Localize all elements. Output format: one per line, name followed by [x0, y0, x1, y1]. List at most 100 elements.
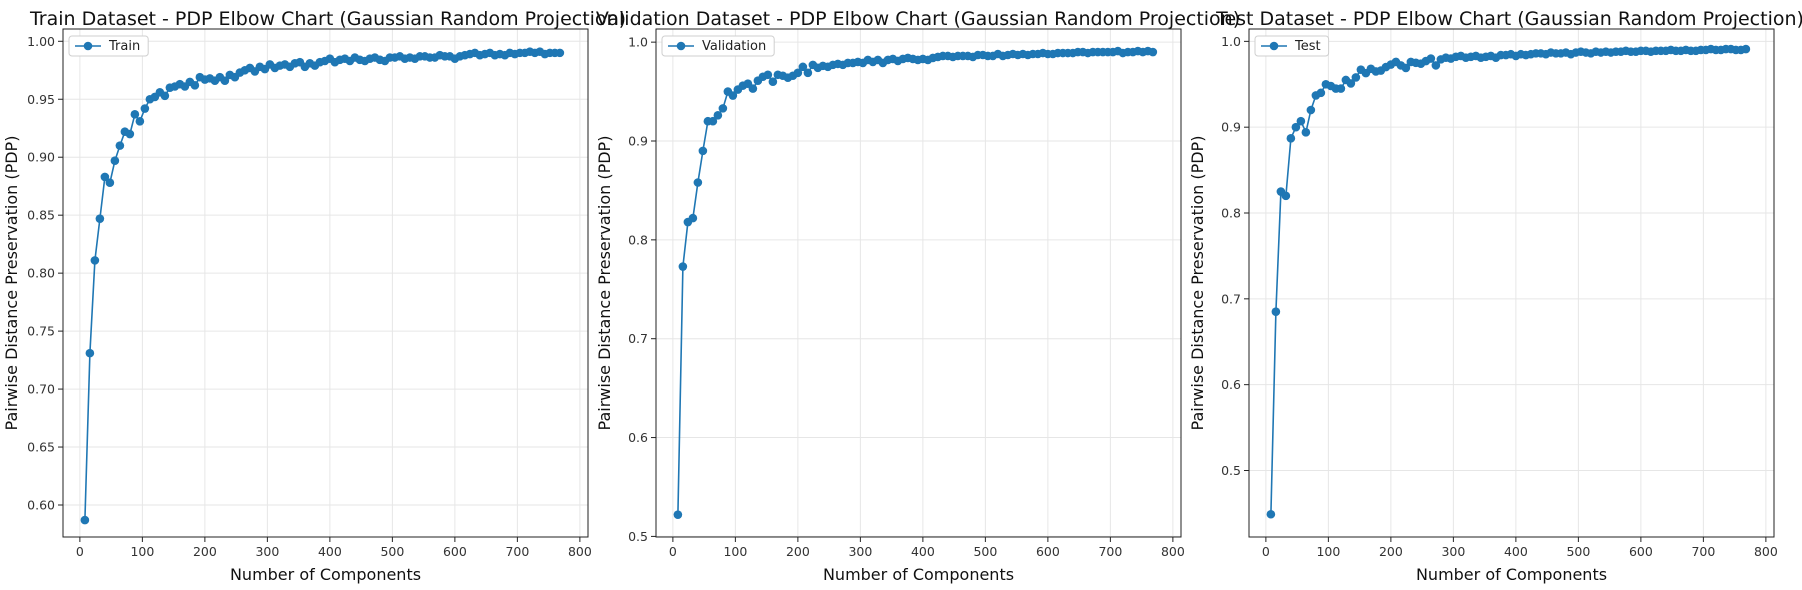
validation-data-point: [763, 70, 773, 80]
test-data-point: [1401, 63, 1411, 73]
train-legend: Train: [68, 35, 149, 57]
test-data-point: [1286, 134, 1296, 143]
test-y-tick-label: 0.5: [1221, 463, 1241, 478]
test-x-tick-label: 400: [1504, 544, 1528, 559]
test-data-point: [1336, 84, 1346, 93]
test-data-point: [1291, 122, 1301, 132]
test-y-axis-label: Pairwise Distance Preservation (PDP): [1188, 136, 1207, 431]
train-y-tick-label: 0.60: [27, 498, 55, 513]
train-data-point: [130, 110, 140, 119]
train-x-tick-label: 500: [380, 544, 404, 559]
validation-y-axis-label: Pairwise Distance Preservation (PDP): [595, 136, 614, 431]
validation-axes-frame: [655, 28, 1182, 538]
train-data-point: [80, 515, 90, 525]
test-y-tick-label: 0.8: [1221, 206, 1241, 221]
train-y-tick-label: 0.65: [27, 440, 55, 455]
validation-y-tick-label: 0.9: [628, 133, 648, 148]
train-y-tick-label: 0.85: [27, 208, 55, 223]
test-x-tick-label: 300: [1441, 544, 1465, 559]
validation-data-point: [688, 213, 698, 223]
train-data-point: [85, 348, 95, 358]
train-x-tick-label: 700: [505, 544, 529, 559]
train-x-tick-label: 100: [130, 544, 154, 559]
train-x-tick-label: 200: [193, 544, 217, 559]
validation-data-point: [728, 91, 738, 100]
test-axes-frame: [1248, 28, 1775, 538]
train-data-point: [125, 129, 135, 139]
test-chart-panel: Test Dataset - PDP Elbow Chart (Gaussian…: [1188, 8, 1802, 584]
validation-data-point: [793, 68, 803, 78]
test-y-tick-label: 1.0: [1221, 34, 1241, 49]
validation-x-tick-label: 700: [1098, 544, 1122, 559]
test-data-point: [1741, 44, 1751, 54]
train-data-point: [115, 141, 125, 150]
train-data-point: [135, 116, 145, 126]
train-y-tick-label: 0.80: [27, 266, 55, 281]
train-data-point: [100, 172, 110, 182]
train-data-point: [95, 214, 105, 223]
test-data-point: [1351, 73, 1361, 82]
train-data-point: [105, 178, 115, 188]
test-x-tick-label: 600: [1629, 544, 1653, 559]
validation-legend-label: Validation: [702, 39, 766, 54]
test-data-point: [1346, 79, 1356, 88]
validation-x-tick-label: 0: [669, 544, 677, 559]
validation-data-point: [708, 116, 718, 126]
test-legend: Test: [1254, 35, 1330, 57]
train-x-tick-label: 0: [76, 544, 84, 559]
train-x-tick-label: 800: [568, 544, 592, 559]
validation-x-tick-label: 400: [911, 544, 935, 559]
train-axes-frame: [62, 28, 589, 538]
validation-legend-box: [661, 35, 775, 57]
validation-data-point: [678, 262, 688, 271]
train-x-axis-label: Number of Components: [230, 565, 421, 584]
validation-chart-title: Validation Dataset - PDP Elbow Chart (Ga…: [596, 8, 1240, 30]
train-x-tick-label: 300: [255, 544, 279, 559]
test-data-point: [1281, 191, 1291, 201]
test-y-tick-label: 0.6: [1221, 377, 1241, 392]
validation-x-tick-label: 800: [1161, 544, 1185, 559]
test-x-tick-label: 0: [1262, 544, 1270, 559]
train-legend-label: Train: [108, 39, 140, 54]
train-data-point: [110, 156, 120, 165]
test-data-point: [1426, 54, 1436, 63]
test-y-tick-label: 0.9: [1221, 120, 1241, 135]
test-x-axis-label: Number of Components: [1416, 565, 1607, 584]
test-x-tick-label: 200: [1379, 544, 1403, 559]
test-data-point: [1271, 307, 1281, 317]
validation-y-tick-label: 0.6: [628, 430, 648, 445]
validation-legend-marker-swatch: [676, 41, 686, 51]
train-y-axis-label: Pairwise Distance Preservation (PDP): [2, 136, 21, 431]
train-x-tick-label: 600: [443, 544, 467, 559]
validation-x-tick-label: 300: [848, 544, 872, 559]
test-data-point: [1266, 509, 1276, 519]
validation-chart-panel: Validation Dataset - PDP Elbow Chart (Ga…: [595, 8, 1240, 584]
train-data-point: [140, 104, 150, 113]
train-data-point: [555, 48, 565, 58]
test-x-tick-label: 800: [1754, 544, 1778, 559]
train-y-tick-label: 0.90: [27, 150, 55, 165]
validation-legend: Validation: [661, 35, 775, 57]
test-data-point: [1301, 128, 1311, 137]
test-data-point: [1431, 61, 1441, 70]
test-legend-label: Test: [1294, 39, 1321, 54]
validation-data-point: [698, 146, 708, 156]
train-y-tick-label: 0.70: [27, 382, 55, 397]
validation-data-point: [768, 77, 778, 86]
validation-y-tick-label: 0.5: [628, 529, 648, 544]
test-legend-box: [1254, 35, 1330, 57]
validation-x-axis-label: Number of Components: [823, 565, 1014, 584]
test-x-tick-label: 100: [1316, 544, 1340, 559]
train-data-point: [90, 256, 100, 265]
validation-y-tick-label: 0.8: [628, 232, 648, 247]
train-data-point: [190, 81, 200, 90]
train-data-point: [160, 91, 170, 101]
test-y-tick-label: 0.7: [1221, 291, 1241, 306]
test-data-point: [1296, 116, 1306, 126]
train-y-tick-label: 1.00: [27, 34, 55, 49]
test-x-tick-label: 500: [1566, 544, 1590, 559]
train-y-tick-label: 0.75: [27, 324, 55, 339]
train-legend-marker-swatch: [83, 41, 93, 51]
validation-x-tick-label: 500: [973, 544, 997, 559]
